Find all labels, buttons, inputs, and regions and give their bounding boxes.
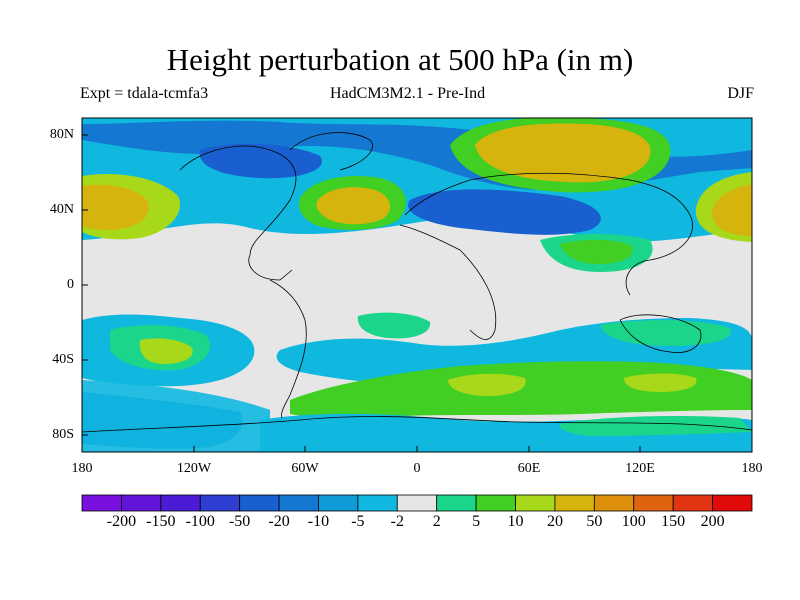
- southern-ocean-positive-band: [290, 361, 752, 418]
- southern-ocean-negative-2: [82, 380, 270, 452]
- colorbar-swatch: [81, 494, 122, 512]
- colorbar-swatch: [593, 494, 635, 512]
- subtropical-positive-asia-core: [560, 239, 633, 264]
- north-pacific-high-core: [82, 184, 149, 230]
- lat-tick-label: 0: [67, 277, 74, 292]
- colorbar-swatch: [672, 494, 713, 512]
- lon-tick-label: 120E: [625, 461, 655, 476]
- antarctic-positive: [559, 416, 752, 436]
- colorbar-label: 20: [546, 513, 563, 530]
- colorbar-swatch: [199, 494, 241, 512]
- colorbar-swatch: [160, 494, 201, 512]
- lat-tick-label: 40S: [52, 352, 74, 367]
- colorbar-label: -50: [228, 513, 251, 530]
- colorbar: [81, 494, 753, 512]
- southern-ocean-positive-core-2: [624, 373, 697, 392]
- colorbar-label: 5: [472, 513, 481, 530]
- canada-low: [199, 143, 322, 179]
- west-pacific-high-core: [712, 184, 752, 236]
- colorbar-label: -2: [390, 513, 404, 530]
- central-asia-low: [408, 189, 601, 235]
- colorbar-label: -150: [146, 513, 176, 530]
- north-atlantic-high-core: [316, 187, 391, 225]
- colorbar-swatch: [554, 494, 595, 512]
- colorbar-label: 50: [586, 513, 603, 530]
- colorbar-label: 2: [432, 513, 441, 530]
- lon-tick-label: 120W: [176, 461, 212, 476]
- colorbar-swatch: [357, 494, 398, 512]
- colorbar-swatch: [121, 494, 162, 512]
- axis-ticks: [82, 134, 641, 452]
- lat-tick-label: 80S: [52, 427, 74, 442]
- colorbar-label: -10: [307, 513, 330, 530]
- colorbar-label: -5: [351, 513, 365, 530]
- colorbar-label: -200: [106, 513, 137, 530]
- eurasia-high-core: [475, 123, 651, 183]
- colorbar-swatch: [239, 494, 280, 512]
- colorbar-label: -100: [185, 513, 215, 530]
- lon-tick-label: 180: [71, 461, 93, 476]
- lat-tick-label: 80N: [49, 127, 74, 142]
- colorbar-label: 100: [621, 513, 646, 530]
- lon-tick-label: 60W: [291, 461, 319, 476]
- lon-tick-label: 180: [741, 461, 763, 476]
- colorbar-swatch: [515, 494, 556, 512]
- colorbar-swatch: [318, 494, 359, 512]
- indian-ocean-positive: [600, 320, 731, 346]
- colorbar-swatch: [396, 494, 438, 512]
- subtitle-season: DJF: [727, 85, 754, 102]
- plot-title: Height perturbation at 500 hPa (in m): [166, 42, 634, 77]
- colorbar-label: 10: [507, 513, 524, 530]
- subtitle-model: HadCM3M2.1 - Pre-Ind: [330, 85, 486, 102]
- southern-ocean-positive-core-1: [448, 373, 526, 396]
- colorbar-swatch: [712, 494, 753, 512]
- coastlines: [82, 132, 752, 433]
- lon-tick-label: 60E: [517, 461, 541, 476]
- colorbar-swatch: [633, 494, 674, 512]
- subtitle-experiment: Expt = tdala-tcmfa3: [80, 85, 209, 102]
- lon-tick-label: 0: [413, 461, 421, 476]
- lat-tick-label: 40N: [49, 202, 74, 217]
- colorbar-label: -20: [268, 513, 290, 530]
- colorbar-swatch: [475, 494, 516, 512]
- colorbar-label: 150: [661, 513, 686, 530]
- height-perturbation-field: [82, 118, 752, 452]
- south-pacific-positive-core: [139, 338, 193, 364]
- colorbar-swatch: [436, 494, 477, 512]
- colorbar-label: 200: [700, 513, 725, 530]
- colorbar-swatch: [278, 494, 319, 512]
- south-atlantic-positive: [357, 312, 431, 339]
